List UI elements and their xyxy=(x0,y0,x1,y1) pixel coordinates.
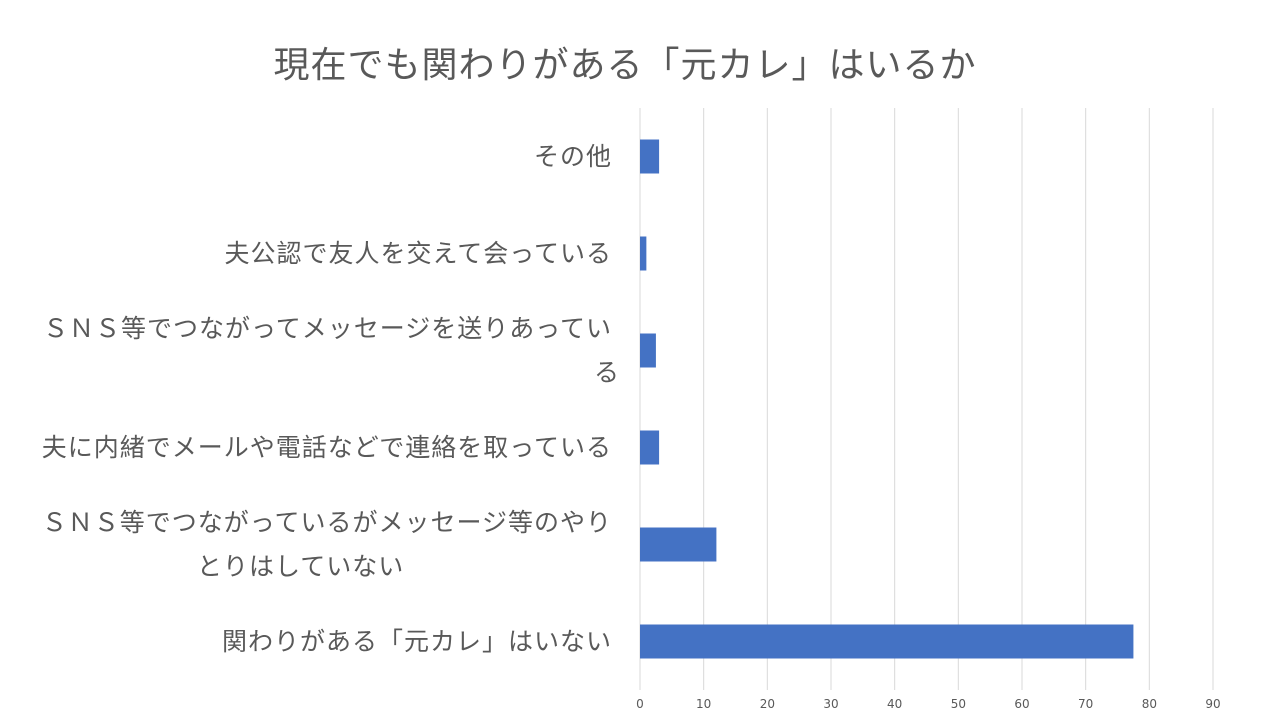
category-label-line: とりはしていない xyxy=(197,551,405,581)
bar-2 xyxy=(640,333,656,368)
chart-title: 現在でも関わりがある「元カレ」はいるか xyxy=(273,45,977,86)
category-label-line: ＳＮＳ等でつながっているがメッセージ等のやり xyxy=(41,507,612,537)
category-label-0: その他 xyxy=(12,135,612,179)
category-label-1: 夫公認で友人を交えて会っている xyxy=(12,232,612,276)
category-label-4: ＳＮＳ等でつながっているがメッセージ等のやりとりはしていない xyxy=(12,501,612,589)
x-tick-label-60: 60 xyxy=(1014,697,1029,711)
x-tick-label-80: 80 xyxy=(1142,697,1157,711)
category-label-line: 関わりがある「元カレ」はいない xyxy=(221,626,612,656)
bar-1 xyxy=(640,236,647,271)
bar-3 xyxy=(640,430,660,465)
x-tick-label-70: 70 xyxy=(1078,697,1093,711)
category-label-5: 関わりがある「元カレ」はいない xyxy=(12,620,612,664)
category-label-line: その他 xyxy=(533,141,612,171)
x-tick-label-90: 90 xyxy=(1205,697,1220,711)
category-label-2: ＳＮＳ等でつながってメッセージを送りあっている xyxy=(12,307,621,395)
bar-5 xyxy=(640,624,1134,659)
x-tick-label-10: 10 xyxy=(696,697,711,711)
category-label-3: 夫に内緒でメールや電話などで連絡を取っている xyxy=(12,426,612,470)
bar-0 xyxy=(640,139,660,174)
x-tick-label-20: 20 xyxy=(760,697,775,711)
x-tick-label-50: 50 xyxy=(951,697,966,711)
category-label-line: る xyxy=(594,357,621,387)
x-tick-label-30: 30 xyxy=(823,697,838,711)
category-label-line: 夫に内緒でメールや電話などで連絡を取っている xyxy=(41,432,612,462)
bar-4 xyxy=(640,527,717,562)
x-tick-label-0: 0 xyxy=(636,697,644,711)
category-label-line: ＳＮＳ等でつながってメッセージを送りあってい xyxy=(42,313,612,343)
category-label-line: 夫公認で友人を交えて会っている xyxy=(224,238,612,268)
x-tick-label-40: 40 xyxy=(887,697,902,711)
